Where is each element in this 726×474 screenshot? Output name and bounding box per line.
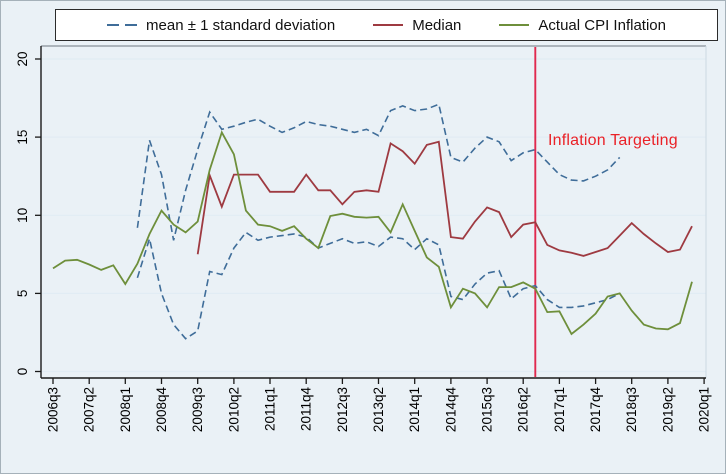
legend: mean ± 1 standard deviation Median Actua… <box>55 9 718 41</box>
inflation-targeting-annotation: Inflation Targeting <box>548 132 678 149</box>
x-tick-label: 2018q3 <box>624 387 639 432</box>
legend-item-label: Actual CPI Inflation <box>538 16 666 34</box>
y-tick-label: 10 <box>15 208 30 223</box>
legend-item-median: Median <box>373 17 461 34</box>
y-tick-label: 15 <box>15 130 30 145</box>
x-tick-label: 2017q1 <box>552 387 567 432</box>
legend-item-actual-cpi: Actual CPI Inflation <box>499 17 666 34</box>
legend-item-label: Median <box>412 16 462 34</box>
y-tick-label: 5 <box>15 290 30 298</box>
x-tick-label: 2014q4 <box>443 387 458 433</box>
legend-item-mean-band: mean ± 1 standard deviation <box>107 17 335 34</box>
dashed-line-sample-icon <box>107 23 138 27</box>
y-tick-label: 0 <box>15 368 30 376</box>
series-mean-plus-sd <box>136 103 621 241</box>
x-tick-label: 2013q2 <box>371 387 386 432</box>
x-tick-label: 2008q4 <box>154 387 169 433</box>
x-tick-label: 2006q3 <box>46 387 61 432</box>
y-tick-label: 20 <box>15 51 30 66</box>
x-tick-label: 2020q1 <box>697 387 712 432</box>
x-tick-label: 2015q3 <box>480 387 495 432</box>
solid-line-sample-icon <box>499 23 530 27</box>
series-mean-minus-sd <box>136 231 621 340</box>
x-tick-label: 2007q2 <box>82 387 97 432</box>
x-tick-label: 2009q3 <box>190 387 205 432</box>
solid-line-sample-icon <box>373 23 404 27</box>
x-tick-label: 2019q2 <box>660 387 675 432</box>
x-tick-label: 2017q4 <box>588 387 603 433</box>
x-tick-label: 2011q1 <box>263 387 278 431</box>
x-tick-label: 2010q2 <box>226 387 241 432</box>
x-tick-label: 2008q1 <box>118 387 133 432</box>
series-actual-cpi <box>52 130 693 336</box>
x-tick-label: 2014q1 <box>407 387 422 432</box>
x-tick-label: 2016q2 <box>516 387 531 432</box>
series-median <box>196 140 693 257</box>
legend-item-label: mean ± 1 standard deviation <box>146 16 336 34</box>
x-tick-label: 2011q4 <box>299 387 314 432</box>
x-tick-label: 2012q3 <box>335 387 350 432</box>
